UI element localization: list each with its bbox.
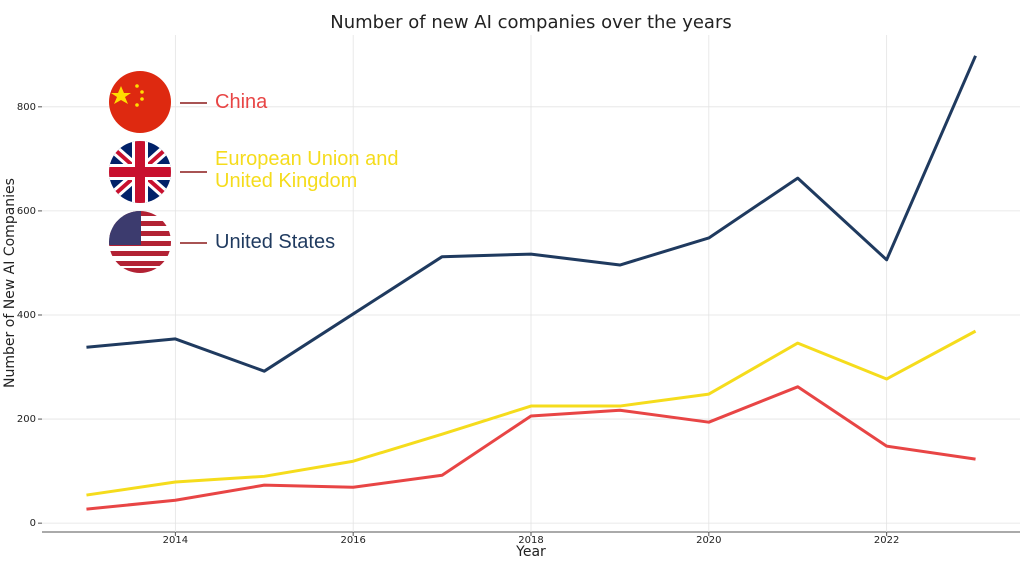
x-axis-label: Year	[515, 544, 546, 560]
y-axis-label: Number of New AI Companies	[2, 178, 18, 388]
y-tick-label: 200	[17, 414, 36, 425]
y-tick-label: 800	[17, 102, 36, 113]
legend-label: China	[215, 91, 268, 113]
x-tick-label: 2016	[340, 535, 365, 546]
y-tick-label: 400	[17, 310, 36, 321]
series-line	[86, 55, 977, 373]
y-tick-label: 600	[17, 206, 36, 217]
uk-flag	[109, 141, 171, 203]
legend-label: European Union and United Kingdom	[215, 148, 399, 192]
series-line	[86, 329, 977, 497]
us-flag	[109, 211, 171, 273]
y-tick-label: 0	[30, 518, 36, 529]
x-tick-label: 2022	[874, 535, 899, 546]
x-tick-label: 2014	[163, 535, 188, 546]
china-flag	[109, 71, 171, 133]
legend-flags	[109, 71, 207, 273]
x-tick-label: 2020	[696, 535, 721, 546]
legend-label: United States	[215, 231, 336, 253]
grid	[42, 35, 1020, 532]
series-line	[86, 385, 976, 511]
chart-title: Number of new AI companies over the year…	[330, 12, 732, 33]
x-tick-label: 2018	[518, 535, 543, 546]
